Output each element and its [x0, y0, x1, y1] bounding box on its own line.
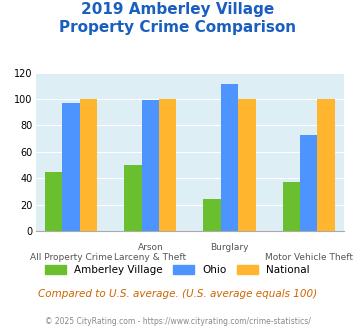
Bar	[317, 99, 335, 231]
Text: Arson: Arson	[137, 243, 163, 251]
Text: All Property Crime: All Property Crime	[30, 253, 113, 262]
Bar	[203, 199, 221, 231]
Text: Compared to U.S. average. (U.S. average equals 100): Compared to U.S. average. (U.S. average …	[38, 289, 317, 299]
Legend: Amberley Village, Ohio, National: Amberley Village, Ohio, National	[41, 261, 314, 280]
Bar	[221, 84, 238, 231]
Bar	[45, 172, 62, 231]
Text: Larceny & Theft: Larceny & Theft	[114, 253, 186, 262]
Text: © 2025 CityRating.com - https://www.cityrating.com/crime-statistics/: © 2025 CityRating.com - https://www.city…	[45, 317, 310, 326]
Bar	[124, 165, 142, 231]
Text: Burglary: Burglary	[210, 243, 249, 251]
Bar	[238, 99, 256, 231]
Text: Property Crime Comparison: Property Crime Comparison	[59, 20, 296, 35]
Text: 2019 Amberley Village: 2019 Amberley Village	[81, 2, 274, 16]
Bar	[159, 99, 176, 231]
Bar	[80, 99, 97, 231]
Bar	[300, 135, 317, 231]
Bar	[283, 182, 300, 231]
Bar	[62, 103, 80, 231]
Bar	[142, 100, 159, 231]
Text: Motor Vehicle Theft: Motor Vehicle Theft	[265, 253, 353, 262]
